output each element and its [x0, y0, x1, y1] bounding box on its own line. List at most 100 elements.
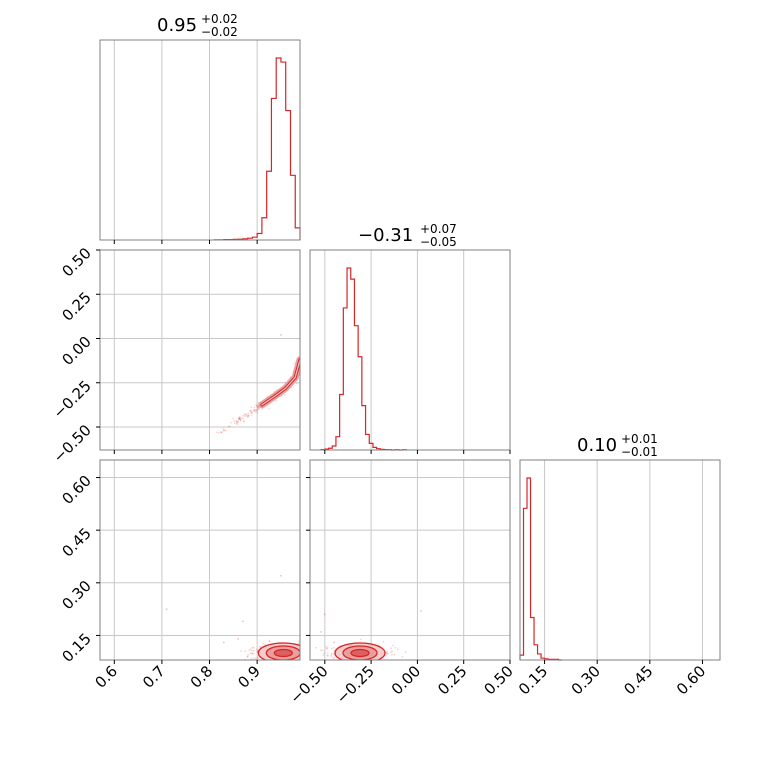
scatter-point — [304, 654, 306, 656]
panel-hist-1: −0.31 +0.07 −0.05 — [309, 222, 511, 451]
scatter-point — [243, 420, 245, 423]
x-tick-label: 0.7 — [139, 662, 169, 692]
scatter-point — [393, 653, 396, 656]
scatter-point — [332, 657, 335, 660]
scatter-point — [319, 649, 322, 652]
scatter-point — [386, 651, 388, 653]
scatter-point — [246, 416, 249, 418]
scatter-point — [257, 406, 260, 408]
scatter-point — [228, 425, 231, 428]
scatter-point — [394, 646, 397, 649]
scatter-point — [341, 663, 343, 665]
scatter-point — [275, 399, 277, 402]
scatter-point — [284, 661, 286, 663]
histogram-step-line — [519, 477, 563, 661]
scatter-point — [222, 429, 225, 432]
x-tick-label: 0.25 — [434, 662, 470, 698]
scatter-point — [225, 429, 227, 432]
scatter-point — [305, 655, 307, 657]
scatter-point — [254, 409, 256, 412]
scatter-point — [323, 613, 326, 616]
scatter-point — [386, 652, 389, 655]
scatter-point — [222, 641, 225, 644]
scatter-point — [376, 661, 378, 663]
scatter-point — [258, 407, 261, 410]
scatter-point — [237, 420, 239, 423]
scatter-point — [215, 431, 218, 434]
histogram — [519, 477, 563, 661]
scatter-point — [390, 651, 392, 654]
hist-0-title-plus: +0.02 — [201, 12, 238, 26]
scatter-point — [305, 655, 307, 657]
x-tick-label: 0.00 — [388, 662, 424, 698]
scatter-point — [238, 417, 241, 420]
scatter-point — [330, 647, 333, 650]
scatter-point — [256, 406, 259, 409]
histogram — [320, 267, 407, 451]
x-tick-label: 0.9 — [234, 662, 264, 692]
scatter-point — [233, 420, 236, 423]
scatter-contour — [165, 574, 316, 665]
scatter-point — [248, 649, 251, 651]
scatter-point — [397, 648, 399, 651]
y-tick-label: −0.50 — [50, 421, 95, 466]
scatter-point — [257, 656, 260, 659]
scatter-point — [322, 654, 325, 657]
scatter-point — [258, 408, 260, 411]
hist-2-title-main: 0.10 — [577, 435, 617, 456]
scatter-point — [217, 431, 220, 434]
scatter-point — [306, 660, 308, 662]
scatter-point — [296, 382, 298, 385]
scatter-point — [420, 609, 423, 612]
scatter-point — [301, 360, 303, 362]
scatter-point — [255, 409, 257, 411]
scatter-point — [382, 640, 385, 643]
scatter-point — [256, 411, 259, 414]
scatter-point — [301, 363, 303, 365]
scatter-point — [353, 662, 355, 664]
scatter-point — [314, 657, 316, 659]
axis-ticks: 0.6 0.7 0.8 0.9 −0.50 −0.25 0.00 0.25 0.500.15 0.… — [50, 240, 709, 707]
scatter-point — [237, 638, 239, 640]
scatter-point — [256, 408, 259, 411]
scatter-point — [270, 663, 272, 665]
scatter-point — [251, 411, 254, 414]
scatter-point — [233, 422, 236, 425]
scatter-point — [261, 661, 263, 663]
scatter-point — [307, 649, 309, 651]
scatter-point — [230, 421, 232, 424]
axes-frame — [99, 39, 301, 241]
scatter-point — [301, 658, 303, 660]
scatter-point — [336, 663, 338, 665]
scatter-point — [369, 662, 371, 664]
scatter-point — [333, 641, 335, 644]
scatter-point — [301, 363, 303, 365]
scatter-point — [404, 651, 407, 654]
scatter-point — [221, 431, 224, 433]
scatter-point — [385, 654, 387, 657]
scatter-point — [310, 651, 312, 653]
scatter-point — [292, 661, 294, 663]
scatter-point — [222, 427, 225, 430]
scatter-point — [327, 654, 329, 657]
scatter-point — [250, 657, 253, 660]
scatter-point — [330, 655, 333, 658]
scatter-point — [235, 421, 238, 423]
scatter-point — [239, 418, 242, 421]
y-tick-label: 0.25 — [58, 288, 94, 324]
scatter-point — [385, 652, 388, 655]
scatter-point — [301, 650, 303, 652]
scatter-point — [283, 394, 286, 396]
scatter-point — [250, 412, 252, 414]
scatter-point — [313, 658, 315, 660]
scatter-point — [246, 655, 249, 658]
scatter-point — [240, 417, 243, 419]
scatter-point — [243, 420, 245, 423]
scatter-point — [247, 415, 250, 418]
hist-0-title: 0.95 — [157, 15, 197, 36]
x-tick-label: 0.8 — [187, 662, 217, 692]
scatter-point — [252, 646, 255, 649]
hist-0-title-main: 0.95 — [157, 15, 197, 36]
scatter-point — [330, 652, 333, 655]
